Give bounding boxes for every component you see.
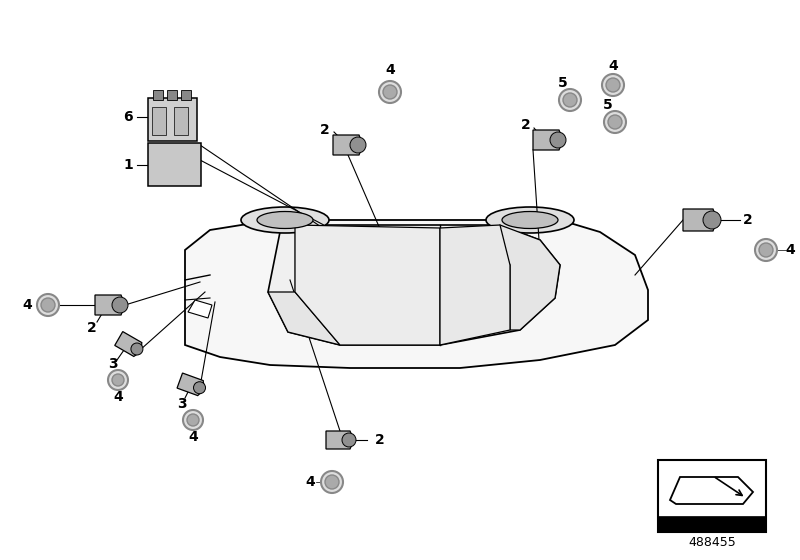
Circle shape bbox=[131, 343, 143, 355]
Text: 2: 2 bbox=[375, 433, 385, 447]
Text: 4: 4 bbox=[385, 63, 395, 77]
Bar bbox=[658, 460, 766, 532]
Circle shape bbox=[608, 115, 622, 129]
Text: 6: 6 bbox=[123, 110, 133, 124]
Circle shape bbox=[112, 374, 124, 386]
Circle shape bbox=[342, 433, 356, 447]
Polygon shape bbox=[326, 431, 354, 449]
Circle shape bbox=[602, 74, 624, 96]
Circle shape bbox=[563, 93, 577, 107]
Text: 2: 2 bbox=[87, 321, 97, 335]
Ellipse shape bbox=[502, 212, 558, 228]
Text: 4: 4 bbox=[305, 475, 315, 489]
Text: 4: 4 bbox=[188, 430, 198, 444]
Polygon shape bbox=[114, 332, 142, 356]
Polygon shape bbox=[533, 130, 563, 150]
Text: 4: 4 bbox=[113, 390, 123, 404]
Ellipse shape bbox=[257, 212, 313, 228]
Polygon shape bbox=[268, 225, 560, 345]
Text: 3: 3 bbox=[177, 397, 187, 411]
Circle shape bbox=[112, 297, 128, 313]
Text: 4: 4 bbox=[608, 59, 618, 73]
Circle shape bbox=[559, 89, 581, 111]
Bar bbox=[153, 90, 163, 100]
Circle shape bbox=[759, 243, 773, 257]
Circle shape bbox=[187, 414, 199, 426]
Polygon shape bbox=[295, 225, 440, 345]
Circle shape bbox=[350, 137, 366, 153]
Text: 1: 1 bbox=[123, 158, 133, 172]
Ellipse shape bbox=[486, 207, 574, 233]
Text: 5: 5 bbox=[558, 76, 568, 90]
Bar bbox=[152, 107, 166, 135]
Circle shape bbox=[703, 211, 721, 229]
Text: 2: 2 bbox=[743, 213, 753, 227]
FancyBboxPatch shape bbox=[147, 142, 201, 185]
FancyBboxPatch shape bbox=[147, 97, 197, 141]
Polygon shape bbox=[495, 225, 560, 330]
Circle shape bbox=[550, 132, 566, 148]
Polygon shape bbox=[333, 135, 363, 155]
Circle shape bbox=[755, 239, 777, 261]
Circle shape bbox=[606, 78, 620, 92]
Text: 4: 4 bbox=[22, 298, 32, 312]
Polygon shape bbox=[185, 220, 648, 368]
Bar bbox=[658, 516, 766, 532]
Circle shape bbox=[604, 111, 626, 133]
Circle shape bbox=[183, 410, 203, 430]
Polygon shape bbox=[268, 292, 340, 345]
Circle shape bbox=[108, 370, 128, 390]
Bar bbox=[174, 107, 188, 135]
Circle shape bbox=[37, 294, 59, 316]
Text: 5: 5 bbox=[603, 98, 613, 112]
Circle shape bbox=[325, 475, 339, 489]
Circle shape bbox=[41, 298, 55, 312]
Text: 2: 2 bbox=[320, 123, 330, 137]
Circle shape bbox=[321, 471, 343, 493]
Text: 3: 3 bbox=[108, 357, 118, 371]
Polygon shape bbox=[177, 373, 204, 395]
Polygon shape bbox=[440, 225, 510, 345]
Circle shape bbox=[194, 382, 206, 394]
Circle shape bbox=[379, 81, 401, 103]
Ellipse shape bbox=[241, 207, 329, 233]
Text: 488455: 488455 bbox=[688, 535, 736, 548]
Text: 2: 2 bbox=[521, 118, 531, 132]
Polygon shape bbox=[683, 209, 717, 231]
Bar bbox=[167, 90, 177, 100]
Bar bbox=[181, 90, 191, 100]
Polygon shape bbox=[188, 300, 212, 318]
Text: 4: 4 bbox=[785, 243, 795, 257]
Circle shape bbox=[383, 85, 397, 99]
Polygon shape bbox=[95, 295, 125, 315]
